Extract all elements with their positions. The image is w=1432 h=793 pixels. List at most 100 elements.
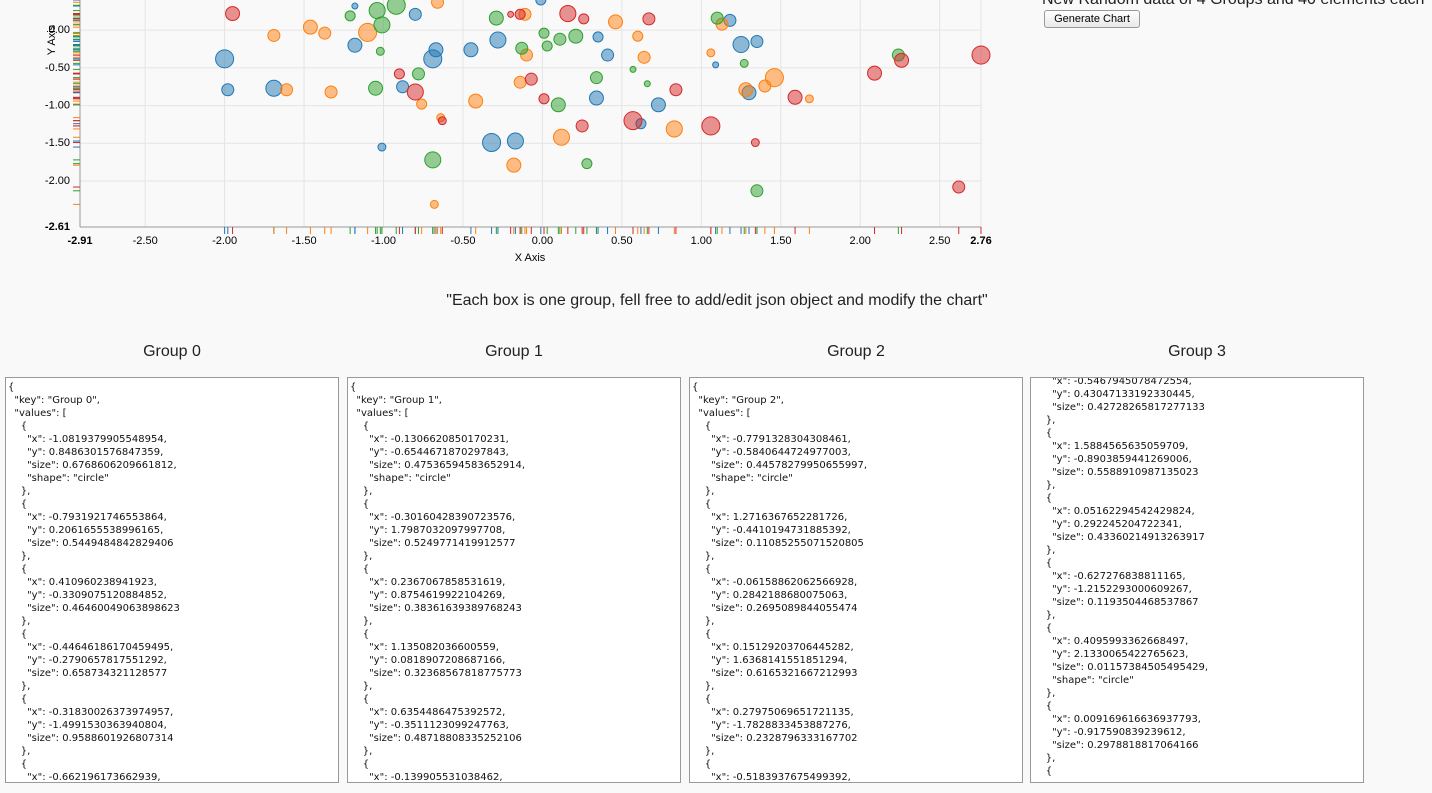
bubble [550, 97, 566, 113]
bubble [787, 89, 803, 105]
bubble [506, 157, 522, 173]
bubble [804, 94, 814, 104]
bubble [416, 98, 428, 110]
bubble [373, 16, 391, 34]
bubble [575, 119, 589, 133]
x-tick-label: -2.00 [212, 235, 237, 247]
x-tick-label: -0.50 [450, 235, 475, 247]
bubble [971, 45, 991, 65]
bubble [739, 58, 749, 68]
bubble [463, 42, 479, 58]
bubble [738, 82, 754, 98]
bubble [701, 116, 721, 136]
y-tick-label: 0.00 [49, 24, 70, 36]
x-tick-label: -1.50 [292, 235, 317, 247]
bubble [393, 68, 405, 80]
bubble [552, 128, 571, 146]
bubble [589, 71, 603, 85]
bubble [221, 83, 235, 97]
bubble [429, 199, 439, 209]
x-tick-label: -2.91 [67, 235, 92, 247]
bubble [428, 42, 444, 58]
bubble [215, 49, 235, 69]
bubble [344, 10, 356, 22]
bubble [368, 2, 386, 20]
bubble [267, 28, 281, 42]
bubble [764, 68, 784, 88]
bubble [637, 50, 651, 64]
json-editor[interactable]: { "key": "Group 1", "values": [ { "x": -… [347, 377, 681, 783]
group-title: Group 0 [143, 343, 201, 360]
json-editor[interactable]: "x": -0.5467945078472554, "y": 0.4304713… [1030, 377, 1364, 783]
bubble [623, 111, 643, 131]
bubble [588, 90, 604, 106]
bubble [280, 83, 294, 97]
bubble [513, 75, 527, 89]
json-text: { "key": "Group 0", "values": [ { "x": -… [8, 382, 180, 783]
bubble [351, 2, 359, 10]
bubble [867, 65, 883, 81]
y-tick-label: -2.00 [45, 175, 70, 187]
x-tick-label: 2.00 [850, 235, 871, 247]
bubble [538, 93, 550, 105]
bubble [347, 37, 363, 53]
y-tick-label: -1.50 [45, 137, 70, 149]
bubble [324, 85, 338, 99]
bubble [302, 19, 318, 35]
bubble [437, 116, 447, 126]
bubble [592, 31, 604, 43]
bubble [750, 184, 764, 198]
bubble [643, 80, 651, 88]
bubble [318, 26, 332, 40]
x-tick-label: -1.00 [371, 235, 396, 247]
bubble [368, 80, 384, 96]
bubble [541, 40, 553, 52]
json-text: "x": -0.5467945078472554, "y": 0.4304713… [1045, 377, 1209, 777]
bubble [468, 93, 484, 109]
bubble [535, 0, 547, 6]
json-text: { "key": "Group 1", "values": [ { "x": -… [350, 382, 526, 783]
bubble [358, 22, 378, 42]
bubble [553, 32, 567, 46]
bubble [515, 41, 529, 55]
bubble [489, 31, 507, 49]
x-tick-label: 0.50 [611, 235, 632, 247]
bubble [424, 151, 442, 169]
x-tick-label: 2.76 [970, 235, 991, 247]
x-tick-label: 1.00 [691, 235, 712, 247]
json-editor[interactable]: { "key": "Group 0", "values": [ { "x": -… [5, 377, 339, 783]
bubble [710, 11, 724, 25]
bubble [375, 46, 385, 56]
bubble [632, 30, 644, 42]
bubble [559, 5, 577, 23]
bubble [406, 83, 424, 101]
bubble [750, 34, 764, 48]
bubble [408, 7, 422, 21]
bubble [431, 0, 445, 9]
bubble [581, 158, 593, 170]
bubble [629, 65, 637, 73]
json-editor[interactable]: { "key": "Group 2", "values": [ { "x": -… [689, 377, 1023, 783]
bubble [507, 10, 515, 18]
bubble [608, 14, 623, 30]
bubble [482, 133, 502, 153]
bubble [396, 80, 410, 94]
bubble [506, 132, 524, 150]
y-tick-label: -1.00 [45, 99, 70, 111]
bubble [578, 13, 590, 25]
bubble [265, 79, 283, 97]
bubble [952, 180, 966, 194]
bubble [386, 0, 406, 15]
x-tick-label: -2.50 [133, 235, 158, 247]
group-title: Group 3 [1168, 343, 1226, 360]
bubble [894, 52, 910, 68]
x-axis-label: X Axis [515, 252, 546, 264]
bubble [538, 27, 550, 39]
generate-button[interactable]: Generate Chart [1044, 10, 1140, 28]
bubble [669, 83, 683, 97]
bubble [750, 138, 760, 148]
bubble [524, 72, 538, 86]
x-tick-label: 0.00 [532, 235, 553, 247]
bubble [225, 6, 241, 22]
